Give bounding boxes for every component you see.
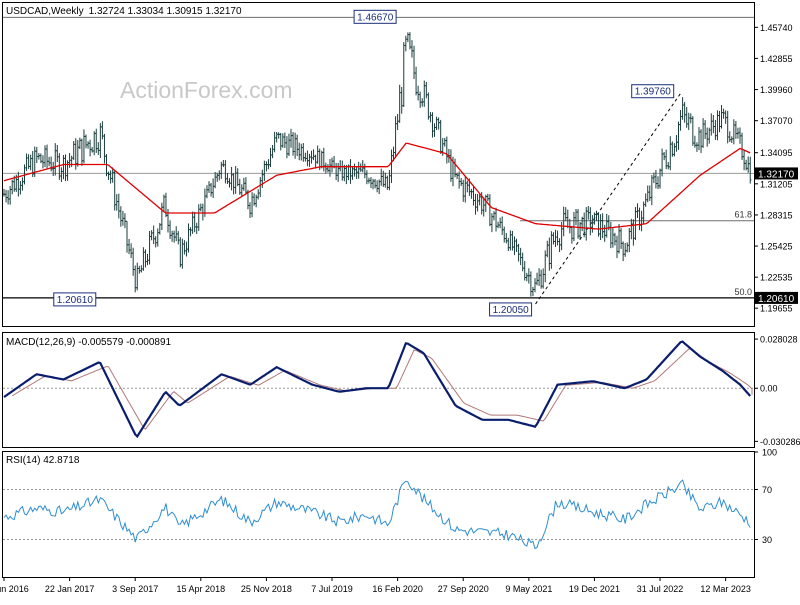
fib-61-8-label: 61.8 bbox=[734, 210, 752, 220]
macd-title: MACD(12,26,9) -0.005579 -0.000891 bbox=[6, 337, 172, 348]
ohlc-readout: 1.32724 1.33034 1.30915 1.32170 bbox=[89, 6, 242, 17]
time-tick-label: 12 Jun 2016 bbox=[0, 584, 29, 594]
macd-tick-label: 0.00 bbox=[760, 384, 778, 394]
chart-title: USDCAD,Weekly 1.32724 1.33034 1.30915 1.3… bbox=[6, 6, 242, 17]
current-price-value: 1.32170 bbox=[758, 169, 795, 180]
moving-average-line bbox=[3, 142, 751, 230]
time-tick-label: 3 Sep 2017 bbox=[112, 584, 158, 594]
rsi-tick-label: 30 bbox=[762, 535, 772, 545]
time-tick-label: 27 Sep 2020 bbox=[438, 584, 489, 594]
price-tick-label: 1.22535 bbox=[760, 273, 793, 283]
price-tick-label: 1.34095 bbox=[760, 148, 793, 158]
time-tick-label: 25 Nov 2018 bbox=[241, 584, 292, 594]
macd-panel bbox=[2, 332, 755, 448]
high-annotation-label: 1.46670 bbox=[357, 12, 394, 23]
time-tick-label: 12 Mar 2023 bbox=[700, 584, 751, 594]
time-tick-label: 7 Jul 2019 bbox=[311, 584, 353, 594]
price-tick-label: 1.39960 bbox=[760, 85, 793, 95]
rsi-line bbox=[3, 479, 751, 550]
macd-tick-label: -0.030286 bbox=[760, 437, 800, 447]
time-axis: 12 Jun 2016 22 Jan 2017 3 Sep 2017 15 Apr 2… bbox=[0, 577, 751, 594]
low-2021-annotation: 1.20050 bbox=[489, 302, 533, 317]
price-tick-label: 1.25425 bbox=[760, 242, 793, 252]
price-panel bbox=[2, 2, 755, 327]
low-2017-annotation-label: 1.20610 bbox=[57, 295, 94, 306]
time-tick-label: 9 May 2021 bbox=[505, 584, 552, 594]
ohlc-bar bbox=[749, 156, 752, 184]
rsi-tick-label: 70 bbox=[762, 485, 772, 495]
fib-50-label: 50.0 bbox=[734, 287, 752, 297]
price-tick-label: 1.37070 bbox=[760, 116, 793, 126]
price-tick-label: 1.28315 bbox=[760, 210, 793, 220]
price-tick-label: 1.45740 bbox=[760, 23, 793, 33]
support-price-value: 1.20610 bbox=[758, 294, 795, 305]
time-tick-label: 15 Apr 2018 bbox=[177, 584, 226, 594]
rsi-title: RSI(14) 42.8718 bbox=[6, 455, 80, 466]
rsi-axis: 100 70 30 bbox=[754, 448, 777, 545]
time-tick-label: 16 Feb 2020 bbox=[372, 584, 423, 594]
rsi-tick-label: 100 bbox=[762, 448, 777, 458]
macd-axis: 0.028028 0.00 -0.030286 bbox=[754, 335, 800, 447]
peak-2022-annotation: 1.39760 bbox=[631, 84, 675, 99]
macd-line bbox=[3, 340, 752, 439]
low-2021-annotation-label: 1.20050 bbox=[493, 305, 530, 316]
peak-2022-annotation-label: 1.39760 bbox=[635, 87, 672, 98]
time-tick-label: 22 Jan 2017 bbox=[45, 584, 95, 594]
current-price-badge: 1.32170 bbox=[755, 167, 798, 180]
trend-line bbox=[535, 91, 683, 305]
low-2017-annotation: 1.20610 bbox=[53, 292, 97, 307]
time-tick-label: 31 Jul 2022 bbox=[637, 584, 684, 594]
price-tick-label: 1.31205 bbox=[760, 179, 793, 189]
symbol-timeframe: USDCAD,Weekly bbox=[6, 6, 84, 17]
price-axis: 1.45740 1.42855 1.39960 1.37070 1.34095 1.312… bbox=[754, 23, 793, 314]
price-tick-label: 1.19655 bbox=[760, 304, 793, 314]
high-annotation: 1.46670 bbox=[353, 9, 397, 24]
rsi-panel bbox=[2, 451, 755, 578]
watermark: ActionForex.com bbox=[120, 77, 293, 103]
macd-tick-label: 0.028028 bbox=[760, 335, 798, 345]
price-tick-label: 1.42855 bbox=[760, 54, 793, 64]
support-price-badge: 1.20610 bbox=[755, 291, 798, 305]
time-tick-label: 19 Dec 2021 bbox=[569, 584, 620, 594]
